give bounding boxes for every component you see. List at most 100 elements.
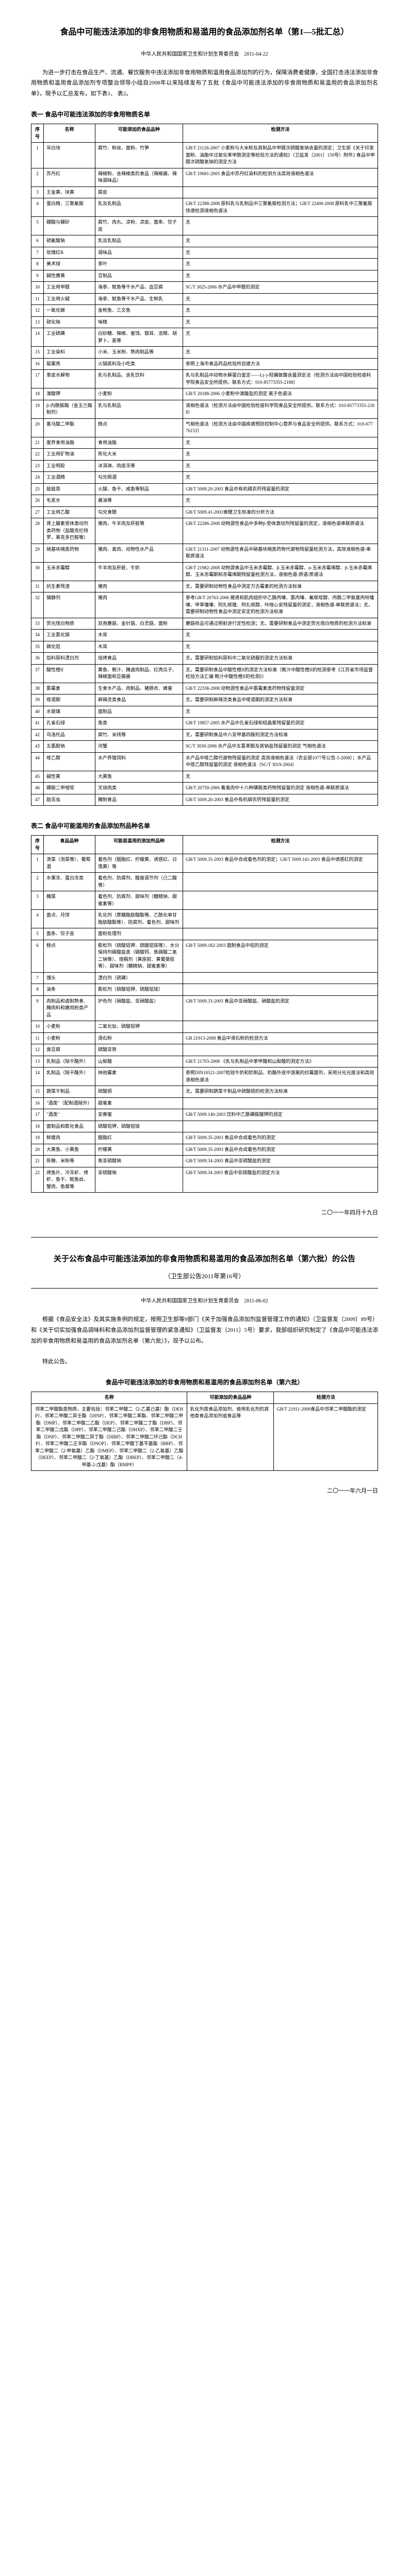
cell: 焦亚硫酸钠 [95, 1156, 183, 1167]
cell: 17 [31, 370, 44, 388]
cell: 抗生素残渣 [44, 581, 95, 592]
cell: 29 [31, 544, 44, 562]
cell: GB/T 5009.140-2003 饮料中乙酰磺胺酸钾的测定 [183, 1109, 378, 1121]
cell: GB/T 21911-2008食品中邻苯二甲酸酯的测定 [274, 1403, 378, 1471]
cell: 味精 [95, 316, 183, 328]
cell: 硫酸亚铁 [95, 1044, 183, 1056]
cell: SC/T 3030-2006 水产品中五氯苯酚及其钠盐残留量的测定 气相色谱法 [183, 741, 378, 753]
divider [31, 1288, 378, 1289]
cell: 罂粟壳 [44, 358, 95, 370]
cell: 勾兑食醋 [95, 506, 183, 518]
cell: 无 [183, 293, 378, 305]
cell: 玉米赤霉醇 [44, 562, 95, 581]
cell: "酒类"（配制酒除外） [44, 1097, 95, 1109]
cell: 液相色谱法（检测方法由中国检验检疫科学院食品安全所提供。联系方式：010-857… [183, 400, 378, 418]
cell: 河蟹 [95, 741, 183, 753]
cell: 木耳 [95, 641, 183, 653]
table3-title: 食品中可能违法添加的非食用物质和易滥用的食品添加剂名单（第六批） [31, 1378, 378, 1386]
cell: 14 [31, 1067, 44, 1086]
cell: 无 [183, 217, 378, 235]
table-row: 18面制品和膨化食品硫酸铝钾、硫酸铝铵 [31, 1121, 378, 1132]
cell: 硫酸铝钾、硫酸铝铵 [95, 1121, 183, 1132]
cell [183, 972, 378, 984]
cell: 44 [31, 752, 44, 771]
cell: 乳与乳制品 [95, 400, 183, 418]
table2-title: 表二 食品中可能滥用的食品添加剂品种名单 [31, 821, 378, 830]
cell: 富马酸二甲酯 [44, 418, 95, 437]
cell: 玫瑰红B [44, 247, 95, 259]
cell: 溴酸钾 [44, 388, 95, 400]
table1: 序号 名称 可能添加的食品品种 检测方法 1吊白块腐竹、粉丝、面粉、竹笋GB/T… [31, 124, 378, 806]
cell: 工业用乙酸 [44, 506, 95, 518]
notice-body: 根据《食品安全法》及其实施条例的规定，按照卫生部等9部门《关于加强食品添加剂监督… [31, 1314, 378, 1347]
footer-date-1: 二〇一一年四月十九日 [31, 1208, 378, 1216]
cell: 36 [31, 653, 44, 665]
t2-h1: 序号 [31, 836, 44, 854]
cell: 酸性橙II [44, 664, 95, 683]
cell: 工业用甲醛 [44, 282, 95, 294]
cell: 25 [31, 483, 44, 495]
table-row: 32镇静剂猪肉参考GB/T 20763-2006 猪肾和肌肉组织中乙酰丙嗪、氯丙… [31, 592, 378, 618]
cell: 18 [31, 388, 44, 400]
table-row: 9肉制品和卤制熟食、腌肉料和嫩肉粉类产品护色剂（硝酸盐、亚硝酸盐）GB/T 50… [31, 995, 378, 1021]
cell: GB/T 19857-2005 水产品中孔雀石绿和结晶紫残留量的测定 [183, 718, 378, 730]
doc-title: 食品中可能违法添加的非食用物质和易滥用的食品添加剂名单（第1—5批汇总） [31, 26, 378, 39]
table-row: 21废弃食用油脂食用油脂无 [31, 437, 378, 449]
cell: 蔬菜干制品 [44, 1086, 95, 1098]
cell: SC/T 3025-2006 水产品中甲醛的测定 [183, 282, 378, 294]
cell: 小麦粉 [44, 1032, 95, 1044]
table-row: 10小麦粉二氧化钛、硫酸铝钾 [31, 1021, 378, 1033]
table-row: 4蛋白精、三聚氰胺乳及乳制品GB/T 22388-2008 原料乳与乳制品中三聚… [31, 198, 378, 217]
cell: 腌制食品 [95, 794, 183, 806]
cell: 着色剂、防腐剂、酸度调节剂（己二酸等） [95, 873, 183, 891]
cell: 毛发水 [44, 495, 95, 507]
cell: 硫酸铜 [95, 1086, 183, 1098]
footer-date-2: 二〇一一年六月一日 [31, 1486, 378, 1495]
cell: 邻苯二甲酸酯类物质，主要包括：邻苯二甲酸二（2-乙基己基）酯（DEHP）、邻苯二… [31, 1403, 187, 1471]
cell: 着色剂、防腐剂、甜味剂（糖精钠、甜蜜素等） [95, 891, 183, 910]
cell: 面粉处理剂 [95, 928, 183, 940]
cell: 猪肉 [95, 592, 183, 618]
cell: 水产养殖饲料 [95, 752, 183, 771]
cell: 无 [183, 706, 378, 718]
table-row: 23工业明胶冰淇淋、肉皮冻等无 [31, 460, 378, 472]
table-row: 16"酒类"（配制酒除外）甜蜜素 [31, 1097, 378, 1109]
cell: 硫氰酸钠 [44, 235, 95, 247]
cell: 45 [31, 771, 44, 783]
cell: 大黄鱼 [95, 771, 183, 783]
table-row: 7玫瑰红B调味品无 [31, 247, 378, 259]
cell: 40 [31, 706, 44, 718]
table-row: 13硫化钠味精无 [31, 316, 378, 328]
t1-h2: 名称 [44, 124, 95, 143]
cell: 茶叶 [95, 259, 183, 270]
table-row: 25敌敌畏火腿、鱼干、咸鱼等制品GB/T 5009.20-2003 食品中有机磷… [31, 483, 378, 495]
cell: GB/T 5009.182-2003 面制食品中铝的测定 [183, 940, 378, 972]
table-row: 44喹乙醇水产养殖饲料水产品中喹乙醇代谢物残留量的测定 高效液相色谱法（农业部1… [31, 752, 378, 771]
cell: 喹乙醇 [44, 752, 95, 771]
table-row: 13乳制品（除干酪外）山梨酸GB/T 21703-2008 《乳与乳制品中苯甲酸… [31, 1056, 378, 1067]
cell: 磺胺二甲嘧啶 [44, 783, 95, 794]
cell: 镇静剂 [44, 592, 95, 618]
cell: 硝基呋喃类药物 [44, 544, 95, 562]
cell: 陈化大米 [95, 449, 183, 461]
cell: 无 [183, 247, 378, 259]
issuer-line: 中华人民共和国国家卫生和计划生育委员会 2011-04-22 [31, 49, 378, 57]
cell: 海参、鱿鱼等干水产品、生鲜乳 [95, 293, 183, 305]
cell: 糕点 [95, 418, 183, 437]
cell: 32 [31, 592, 44, 618]
cell: 乳与乳制品中动物水解蛋白鉴定——L(-)-羟脯氨酸含量测定法（检测方法由中国检验… [183, 370, 378, 388]
cell: 小麦粉 [95, 388, 183, 400]
cell: 滑石粉 [95, 1032, 183, 1044]
cell: 焙烤食品 [95, 653, 183, 665]
cell: 14 [31, 328, 44, 347]
cell: 无 [183, 316, 378, 328]
cell: 23 [31, 460, 44, 472]
table-row: 22烤鱼片、冷冻虾、烤虾、鱼干、鱿鱼丝、蟹肉、鱼糜等亚硫酸钠GB/T 5009.… [31, 1167, 378, 1193]
notice-closing: 特此公告。 [31, 1357, 378, 1367]
table-row: 40水玻璃面制品无 [31, 706, 378, 718]
cell [183, 1044, 378, 1056]
cell: 王金黄、块黄 [44, 187, 95, 198]
table-row: 36馅料原料漂白剂焙烤食品无，需要研制馅料原料中二氧化硫脲的测定方法标准 [31, 653, 378, 665]
cell: 2 [31, 168, 44, 187]
cell: 馅料原料漂白剂 [44, 653, 95, 665]
